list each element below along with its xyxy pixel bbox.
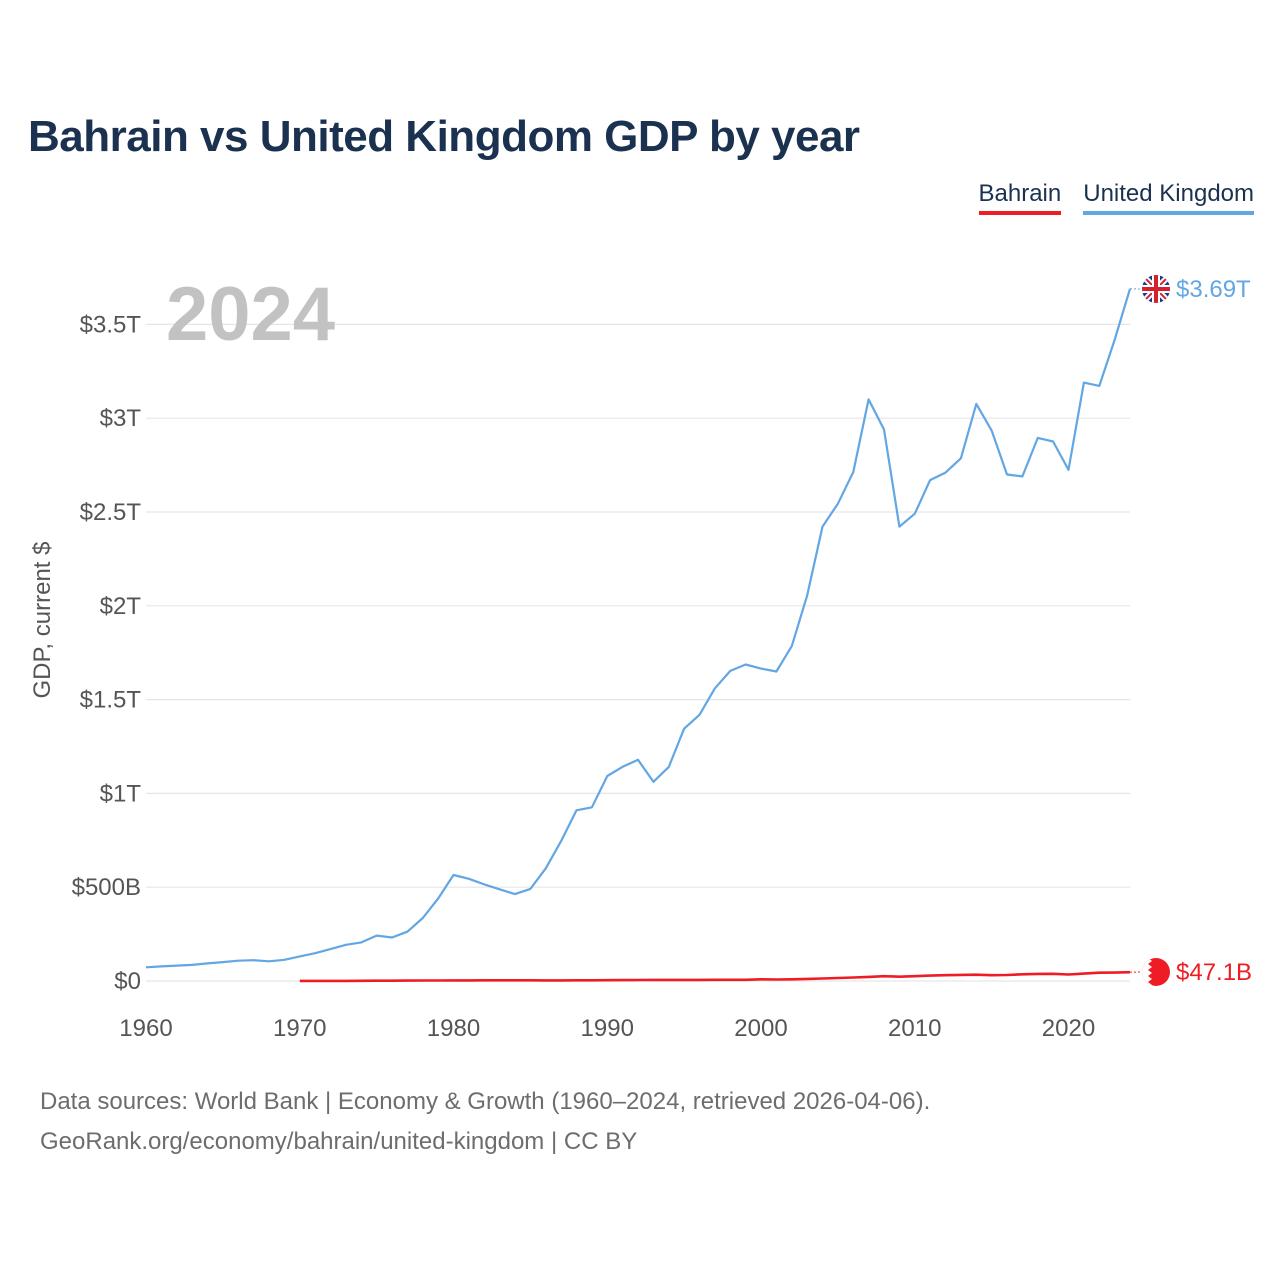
y-tick-label: $1T bbox=[100, 780, 142, 807]
y-tick-label: $1.5T bbox=[80, 687, 142, 714]
x-tick-label: 1980 bbox=[427, 1015, 480, 1042]
series-line-united-kingdom bbox=[145, 288, 1132, 969]
y-tick-label: $500B bbox=[72, 874, 141, 901]
series-line-bahrain bbox=[299, 970, 1131, 983]
legend: Bahrain United Kingdom bbox=[978, 180, 1254, 215]
x-tick-label: 1960 bbox=[119, 1015, 172, 1042]
y-tick-label: $2T bbox=[100, 593, 142, 620]
gdp-line-chart: $0 $500B $1T $1.5T $2T $2.5T $3T $3.5T 1960 1970… bbox=[29, 272, 1252, 1042]
chart-title: Bahrain vs United Kingdom GDP by year bbox=[28, 112, 860, 161]
legend-item-united-kingdom[interactable]: United Kingdom bbox=[1083, 180, 1254, 215]
x-tick-label: 2000 bbox=[734, 1015, 787, 1042]
y-axis-ticks: $0 $500B $1T $1.5T $2T $2.5T $3T $3.5T bbox=[72, 311, 142, 995]
source-note: Data sources: World Bank | Economy & Gro… bbox=[40, 1082, 930, 1162]
x-tick-label: 2020 bbox=[1042, 1015, 1095, 1042]
y-tick-label: $0 bbox=[114, 968, 141, 995]
source-line-2[interactable]: GeoRank.org/economy/bahrain/united-kingd… bbox=[40, 1128, 638, 1155]
end-value-label-united-kingdom: $3.69T bbox=[1176, 276, 1251, 303]
x-tick-label: 1970 bbox=[273, 1015, 326, 1042]
source-line-1: Data sources: World Bank | Economy & Gro… bbox=[40, 1088, 931, 1115]
legend-item-bahrain[interactable]: Bahrain bbox=[978, 180, 1062, 215]
gridlines bbox=[146, 323, 1130, 982]
bahrain-flag-icon bbox=[1142, 958, 1170, 986]
end-value-label-bahrain: $47.1B bbox=[1176, 959, 1252, 986]
x-axis-ticks: 1960 1970 1980 1990 2000 2010 2020 bbox=[119, 1015, 1095, 1042]
y-tick-label: $2.5T bbox=[80, 499, 142, 526]
series-lines: $3.69T $47.1B bbox=[145, 276, 1252, 986]
x-tick-label: 1990 bbox=[581, 1015, 634, 1042]
y-tick-label: $3.5T bbox=[80, 311, 142, 338]
y-axis-label: GDP, current $ bbox=[29, 542, 56, 699]
x-tick-label: 2010 bbox=[888, 1015, 941, 1042]
united-kingdom-flag-icon bbox=[1142, 275, 1170, 303]
year-label: 2024 bbox=[166, 272, 335, 357]
y-tick-label: $3T bbox=[100, 405, 142, 432]
